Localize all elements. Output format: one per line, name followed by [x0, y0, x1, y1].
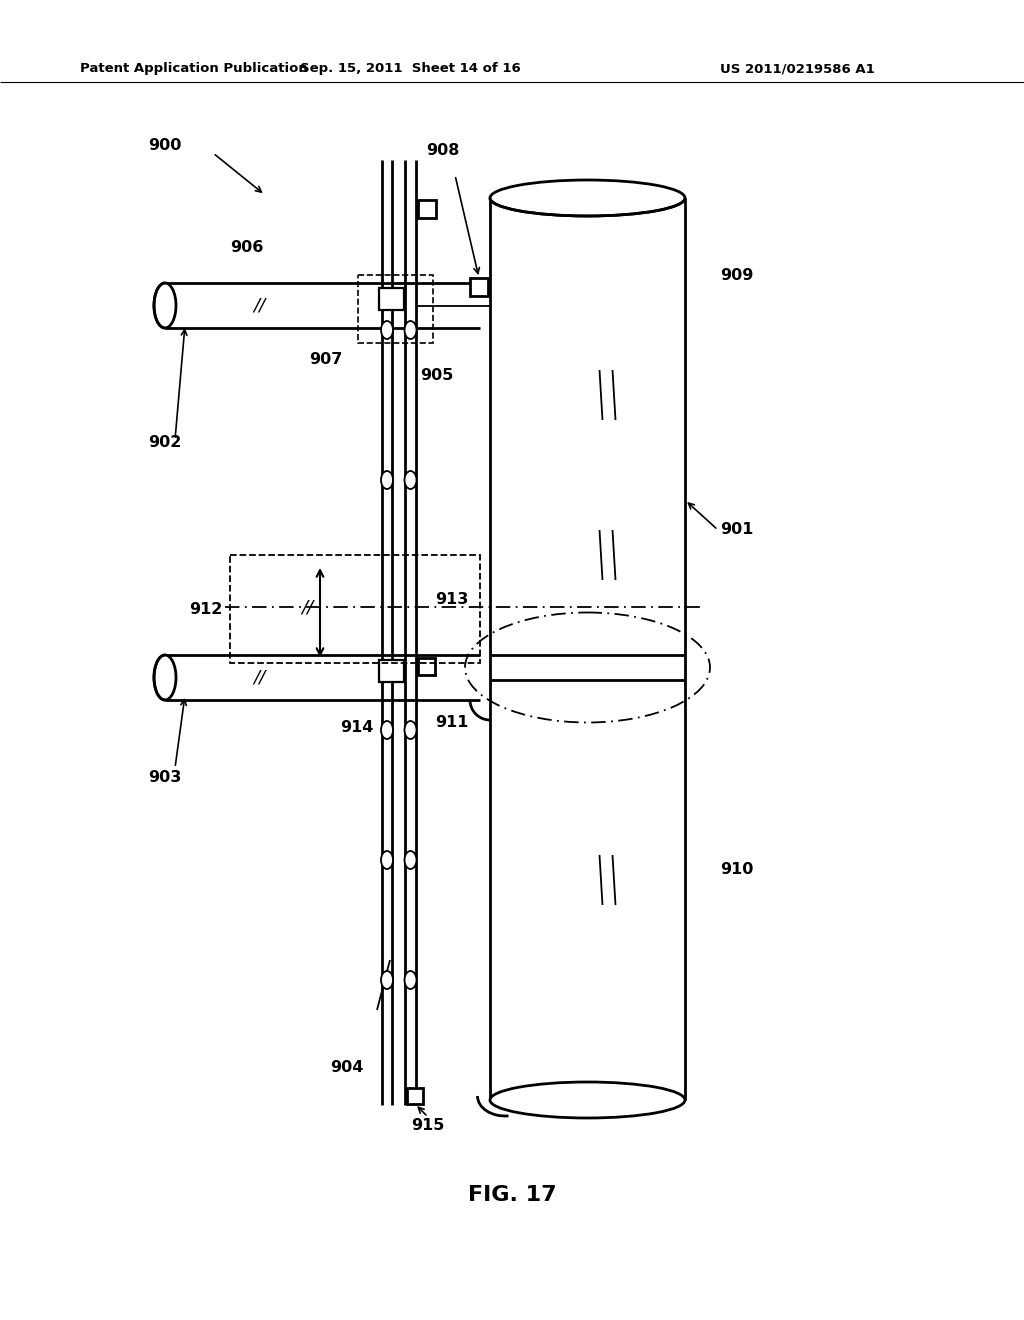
- Ellipse shape: [154, 282, 176, 327]
- Ellipse shape: [154, 655, 176, 700]
- Text: 901: 901: [720, 523, 754, 537]
- Ellipse shape: [404, 471, 417, 488]
- Text: 909: 909: [720, 268, 754, 282]
- Ellipse shape: [381, 471, 393, 488]
- Text: US 2011/0219586 A1: US 2011/0219586 A1: [720, 62, 874, 75]
- Ellipse shape: [381, 721, 393, 739]
- Text: 913: 913: [435, 593, 468, 607]
- Text: 910: 910: [720, 862, 754, 878]
- Text: //: //: [253, 668, 276, 686]
- Bar: [230, 554, 480, 663]
- Bar: [379, 288, 404, 310]
- Ellipse shape: [381, 321, 393, 339]
- Text: 903: 903: [148, 770, 181, 785]
- Text: //: //: [301, 599, 319, 616]
- Bar: [379, 660, 404, 682]
- Text: 908: 908: [426, 143, 460, 158]
- Ellipse shape: [381, 972, 393, 989]
- Bar: [407, 1088, 423, 1104]
- Bar: [418, 201, 436, 218]
- Text: //: //: [253, 297, 276, 314]
- Text: 904: 904: [330, 1060, 364, 1074]
- Bar: [470, 279, 488, 296]
- Text: FIG. 17: FIG. 17: [468, 1185, 556, 1205]
- Text: 912: 912: [188, 602, 222, 618]
- Bar: [358, 275, 433, 343]
- Text: Sep. 15, 2011  Sheet 14 of 16: Sep. 15, 2011 Sheet 14 of 16: [300, 62, 520, 75]
- Text: Patent Application Publication: Patent Application Publication: [80, 62, 308, 75]
- Text: 900: 900: [148, 139, 181, 153]
- Text: 915: 915: [412, 1118, 444, 1133]
- Text: 907: 907: [308, 352, 342, 367]
- Text: 911: 911: [435, 715, 468, 730]
- Ellipse shape: [404, 972, 417, 989]
- Ellipse shape: [381, 851, 393, 869]
- Bar: [418, 657, 435, 675]
- Ellipse shape: [404, 721, 417, 739]
- Ellipse shape: [404, 321, 417, 339]
- Text: 906: 906: [230, 240, 263, 255]
- Text: 902: 902: [148, 436, 181, 450]
- Ellipse shape: [490, 1082, 685, 1118]
- Text: 905: 905: [420, 367, 454, 383]
- Text: 914: 914: [340, 719, 374, 735]
- Ellipse shape: [490, 180, 685, 216]
- Ellipse shape: [404, 851, 417, 869]
